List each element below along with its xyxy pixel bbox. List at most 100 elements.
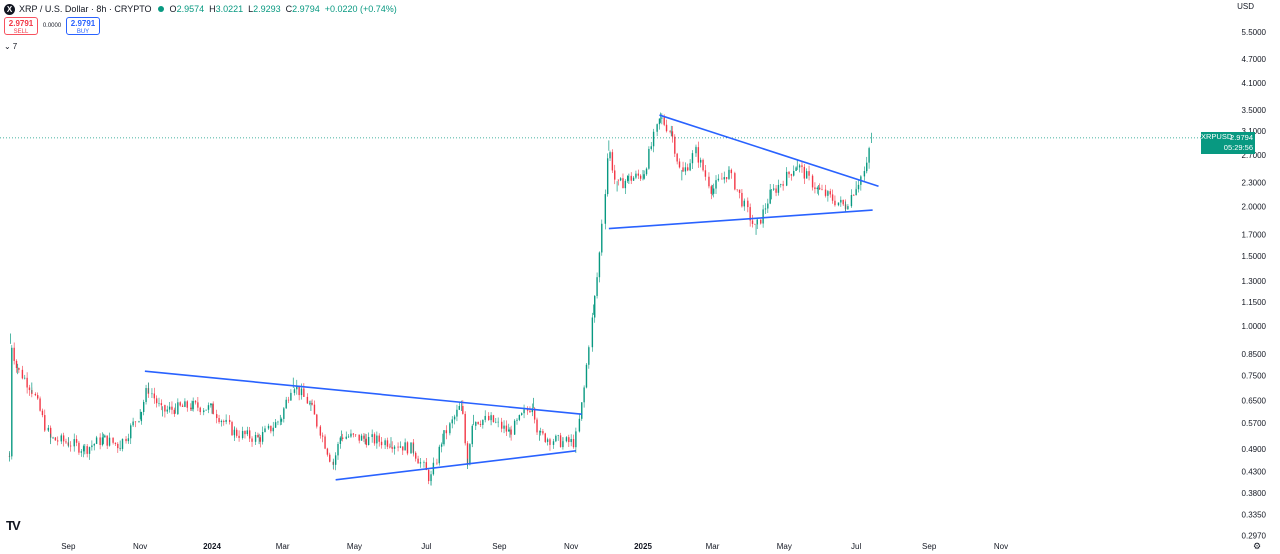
y-tick-label: 4.1000 <box>1242 79 1267 88</box>
candle-body <box>244 431 246 435</box>
candle-body <box>464 413 466 444</box>
candle-body <box>488 415 490 420</box>
candle-body <box>816 187 818 190</box>
candle-body <box>373 434 376 444</box>
candle-body <box>28 387 31 391</box>
candle-body <box>775 188 777 193</box>
symbol-legend: X XRP / U.S. Dollar · 8h · CRYPTO O 2.957… <box>4 2 397 16</box>
currency-selector[interactable]: USD <box>1237 2 1254 11</box>
candle-body <box>130 425 132 439</box>
candle-body <box>798 165 801 168</box>
candle-body <box>497 421 499 423</box>
candle-body <box>367 437 370 446</box>
candle-body <box>223 420 225 422</box>
candle-body <box>186 401 188 408</box>
x-tick-label: Sep <box>922 542 937 551</box>
candle-body <box>86 446 88 454</box>
candle-body <box>747 200 749 208</box>
candle-body <box>238 435 240 438</box>
candle-body <box>762 209 764 224</box>
tradingview-logo[interactable]: TV <box>6 518 21 533</box>
y-tick-label: 0.3800 <box>1242 489 1267 498</box>
candle-body <box>462 405 464 414</box>
buy-button[interactable]: 2.9791 BUY <box>66 17 100 35</box>
candle-body <box>754 223 756 225</box>
sell-price: 2.9791 <box>8 19 34 28</box>
x-tick-label: Sep <box>492 542 507 551</box>
candle-body <box>75 439 78 443</box>
trendlines-layer[interactable] <box>144 114 879 481</box>
candle-body <box>678 161 681 168</box>
indicators-toggle[interactable]: ⌄ 7 <box>4 41 20 51</box>
candle-body <box>95 437 98 444</box>
ohlc-close-key: C <box>285 4 293 14</box>
time-axis[interactable]: Sep Nov 2024 Mar May Jul Sep Nov 2025 Mar May Jul Se… <box>61 542 1008 551</box>
candle-body <box>648 148 650 169</box>
candle-body <box>658 118 661 125</box>
candle-body <box>37 395 39 399</box>
spread-value: 0.0000 <box>42 23 62 29</box>
candle-body <box>151 393 153 395</box>
candle-body <box>445 430 448 434</box>
candle-body <box>717 178 720 181</box>
candle-body <box>65 441 67 443</box>
candle-body <box>769 189 771 204</box>
candle-body <box>378 435 380 442</box>
candle-body <box>290 392 292 401</box>
y-tick-label: 0.4300 <box>1242 468 1267 477</box>
candle-body <box>611 152 614 171</box>
candle-body <box>632 177 635 181</box>
candle-body <box>868 148 870 163</box>
candle-body <box>449 423 451 434</box>
candle-body <box>287 399 290 401</box>
x-tick-label: Mar <box>276 542 290 551</box>
candle-body <box>626 175 629 181</box>
price-axis[interactable]: 5.5000 4.7000 4.1000 3.5000 3.1000 2.7000 2.30… <box>1242 28 1267 540</box>
candle-body <box>669 131 671 132</box>
candle-body <box>177 402 179 415</box>
y-tick-label: 5.5000 <box>1242 28 1267 37</box>
gear-icon[interactable]: ⚙ <box>1253 541 1262 551</box>
ohlc-open-key: O <box>169 4 177 14</box>
candle-body <box>39 398 41 411</box>
candle-body <box>691 153 694 164</box>
sell-button[interactable]: 2.9791 SELL <box>4 17 38 35</box>
candle-body <box>622 178 624 189</box>
candle-body <box>309 402 311 404</box>
candle-body <box>630 175 632 181</box>
symbol-title[interactable]: XRP / U.S. Dollar · 8h · CRYPTO <box>19 4 152 14</box>
ohlc-high-key: H <box>209 4 216 14</box>
candle-body <box>544 433 546 442</box>
xrp-logo-icon: X <box>4 3 15 15</box>
candle-body <box>199 407 201 413</box>
candle-body <box>380 441 383 446</box>
candle-body <box>760 219 762 224</box>
candle-body <box>842 199 844 205</box>
candle-body <box>793 171 795 176</box>
candle-body <box>41 410 44 416</box>
candle-body <box>529 410 531 413</box>
candle-body <box>88 447 91 454</box>
candle-body <box>18 367 20 370</box>
candle-body <box>347 436 350 438</box>
candle-body <box>741 192 743 207</box>
y-tick-label: 1.0000 <box>1242 322 1267 331</box>
candle-body <box>296 385 298 390</box>
candle-body <box>365 438 367 446</box>
candle-body <box>397 446 399 448</box>
candle-body <box>384 440 386 446</box>
candle-body <box>121 438 124 449</box>
price-tag-countdown: 05:29:56 <box>1223 143 1253 152</box>
candle-body <box>168 406 171 410</box>
candle-body <box>337 443 339 456</box>
candle-body <box>453 416 456 420</box>
candle-body <box>354 434 357 436</box>
candle-body <box>393 446 396 449</box>
y-tick-label: 2.7000 <box>1242 151 1267 160</box>
candle-body <box>311 402 313 405</box>
candle-body <box>293 389 296 393</box>
candle-body <box>661 117 663 119</box>
candle-body <box>203 410 205 413</box>
candle-body <box>508 429 510 432</box>
